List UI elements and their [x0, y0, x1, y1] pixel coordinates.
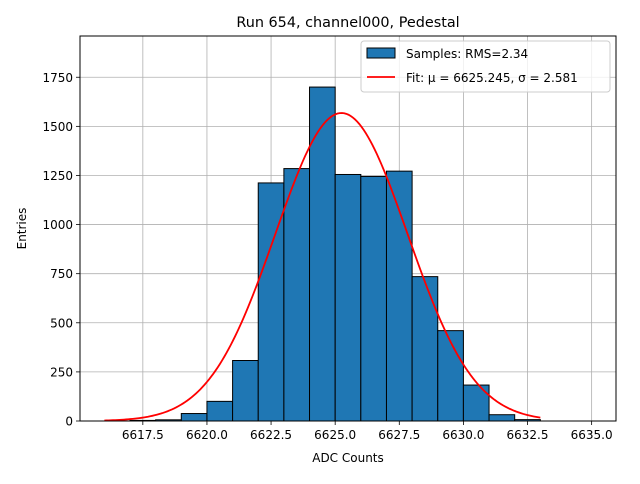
x-tick-label: 6635.0: [571, 428, 613, 442]
y-tick-label: 1250: [42, 169, 73, 183]
x-axis-ticks: 6617.5 6620.0 6622.5 6625.0 6627.5 6630.0 6632…: [122, 421, 613, 442]
legend-box: [360, 40, 611, 93]
y-axis-ticks: 0 250 500 750 1000 1250 1500 1750: [42, 71, 80, 429]
x-tick-label: 6632.5: [507, 428, 549, 442]
histogram-bar: [437, 330, 464, 422]
histogram-bar: [411, 276, 439, 422]
y-tick-label: 1000: [42, 218, 73, 232]
y-axis-label: Entries: [15, 208, 29, 250]
plot-frame: [79, 35, 617, 422]
histogram-bar: [334, 173, 362, 422]
x-tick-label: 6620.0: [186, 428, 228, 442]
histogram-bar: [360, 175, 387, 422]
y-tick-label: 250: [50, 365, 73, 379]
histogram-bar: [462, 384, 490, 422]
legend-histogram-swatch: [366, 47, 396, 59]
histogram-bar: [206, 400, 234, 422]
y-tick-label: 0: [65, 415, 73, 429]
histogram-bar: [283, 168, 311, 422]
histogram-bar: [232, 360, 259, 422]
y-tick-label: 500: [50, 316, 73, 330]
fit-curve-layer: [104, 112, 541, 422]
x-axis-label: ADC Counts: [312, 451, 384, 465]
y-tick-label: 1750: [42, 71, 73, 85]
x-tick-label: 6617.5: [122, 428, 164, 442]
y-tick-label: 1500: [42, 120, 73, 134]
legend: Samples: RMS=2.34 Fit: μ = 6625.245, σ =…: [360, 40, 611, 93]
y-tick-label: 750: [50, 267, 73, 281]
x-tick-label: 6622.5: [250, 428, 292, 442]
histogram-bar: [180, 413, 208, 422]
histogram-bar: [488, 414, 516, 422]
gaussian-fit-curve: [104, 112, 541, 422]
legend-fit-label: Fit: μ = 6625.245, σ = 2.581: [406, 71, 578, 85]
x-tick-label: 6625.0: [314, 428, 356, 442]
x-tick-label: 6627.5: [378, 428, 420, 442]
legend-histogram-label: Samples: RMS=2.34: [406, 47, 528, 61]
chart-title: Run 654, channel000, Pedestal: [236, 15, 459, 31]
histogram-bar: [309, 86, 336, 422]
x-tick-label: 6630.0: [442, 428, 484, 442]
